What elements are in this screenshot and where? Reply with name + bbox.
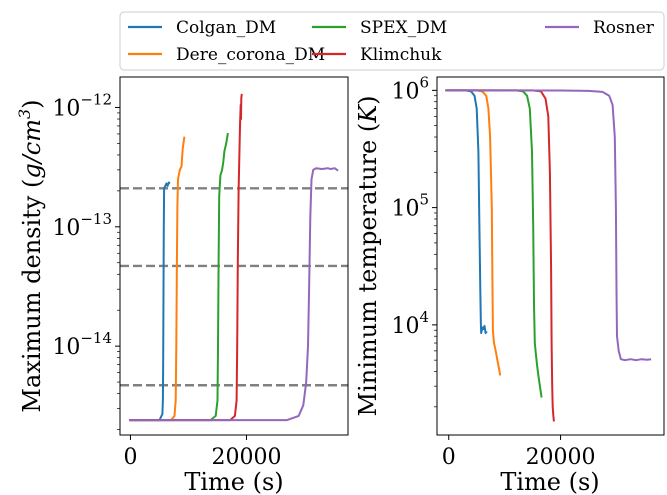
temperature-axes-frame (436, 76, 665, 436)
density-x-axis-label: Time (s) (184, 468, 283, 495)
temperature-y-axis-label: Minimum temperature (K) (354, 95, 382, 416)
legend: Colgan_DM Dere_corona_DM SPEX_DM Klimchuk Ro… (119, 11, 665, 71)
temperature-series-colgan-dm (445, 89, 488, 335)
density-series-klimchuk (129, 93, 243, 422)
legend-entry-dere-corona-dm: Dere_corona_DM (128, 45, 325, 65)
density-y-label-close: ) (18, 99, 46, 108)
legend-label: Rosner (593, 18, 655, 38)
density-x-tick-label: 0 (123, 445, 137, 470)
density-y-tick-label: 10−13 (52, 210, 112, 241)
temperature-x-tick-label: 20000 (526, 445, 596, 470)
temperature-x-tick-label: 0 (442, 445, 456, 470)
legend-label: Colgan_DM (176, 18, 276, 38)
legend-label: SPEX_DM (360, 18, 447, 38)
density-series-spex-dm (129, 132, 229, 422)
legend-entry-klimchuk: Klimchuk (312, 45, 442, 65)
density-panel: 0 20000 10−14 10−13 10−12 Time (s) Maximum d… (15, 76, 349, 495)
legend-entry-rosner: Rosner (545, 18, 655, 38)
legend-entry-spex-dm: SPEX_DM (312, 18, 447, 38)
temperature-series-dere-corona-dm (445, 89, 502, 376)
legend-label: Dere_corona_DM (176, 45, 325, 65)
temperature-y-tick-label: 104 (391, 308, 429, 339)
density-series-dere-corona-dm (129, 136, 186, 422)
legend-entry-colgan-dm: Colgan_DM (128, 18, 276, 38)
density-y-tick-label: 10−12 (52, 90, 112, 121)
density-plot-area (120, 93, 348, 422)
density-axes-frame (119, 76, 349, 436)
temperature-panel: 0 20000 104 105 106 Time (s) Minimum tempera… (354, 73, 665, 495)
temperature-plot-area (445, 89, 652, 422)
temperature-x-axis-label: Time (s) (500, 468, 599, 495)
temperature-y-label-unit: K (354, 103, 382, 124)
density-y-label-exp: 3 (15, 109, 34, 119)
legend-label: Klimchuk (360, 45, 442, 65)
temperature-y-tick-label: 106 (391, 73, 429, 104)
temperature-y-tick-label: 105 (391, 191, 429, 222)
density-y-tick-label: 10−14 (52, 329, 112, 360)
density-series-colgan-dm (129, 181, 171, 422)
temperature-y-label-close: ) (354, 95, 382, 104)
density-y-label-unit: g/cm (18, 119, 46, 179)
legend-frame (119, 11, 665, 71)
density-x-tick-label: 20000 (211, 445, 281, 470)
temperature-y-label-main: Minimum temperature ( (354, 123, 382, 417)
temperature-series-spex-dm (445, 89, 543, 398)
density-series-rosner (129, 167, 339, 422)
density-y-label-main: Maximum density ( (18, 179, 46, 413)
temperature-series-rosner (445, 89, 652, 362)
density-y-axis-label: Maximum density (g/cm3) (15, 99, 46, 412)
